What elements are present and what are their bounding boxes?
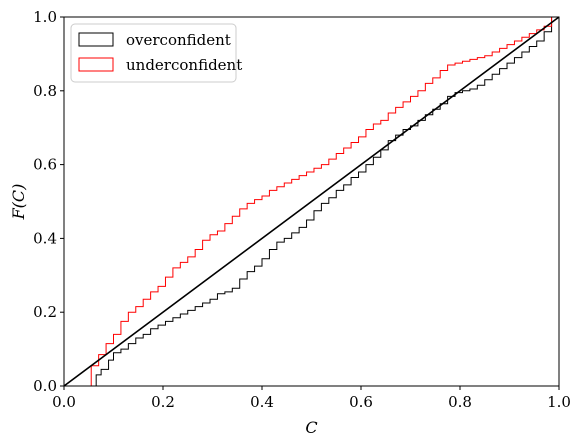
x-tick-label: 0.8 (448, 393, 472, 411)
ticks: 0.0 0.2 0.4 0.6 0.8 1.0 0.0 0.2 0.4 0.6 0.8 1.0 (33, 8, 571, 411)
y-tick-label: 0.6 (33, 156, 57, 174)
y-tick-label: 0.8 (33, 82, 57, 100)
y-tick-label: 1.0 (33, 8, 57, 26)
x-axis-label: C (305, 418, 317, 437)
series-diagonal (63, 16, 560, 387)
legend-box (70, 23, 237, 83)
axes-frame (63, 16, 560, 387)
legend-label-underconfident: underconfident (126, 56, 242, 74)
y-tick-label: 0.2 (33, 303, 57, 321)
x-tick-label: 1.0 (547, 393, 571, 411)
x-tick-label: 0.6 (349, 393, 373, 411)
y-tick-label: 0.4 (33, 229, 57, 247)
y-axis-label: F(C) (9, 184, 28, 221)
x-tick-label: 0.0 (52, 393, 76, 411)
legend-swatch-overconfident (78, 32, 114, 47)
legend-label-overconfident: overconfident (126, 31, 231, 49)
plot-area (63, 16, 560, 387)
x-tick-label: 0.2 (151, 393, 175, 411)
legend: overconfident underconfident (70, 23, 242, 83)
series-underconfident (83, 16, 560, 387)
series-overconfident (88, 16, 560, 387)
y-tick-label: 0.0 (33, 377, 57, 395)
x-tick-label: 0.4 (250, 393, 274, 411)
legend-swatch-underconfident (78, 57, 114, 72)
